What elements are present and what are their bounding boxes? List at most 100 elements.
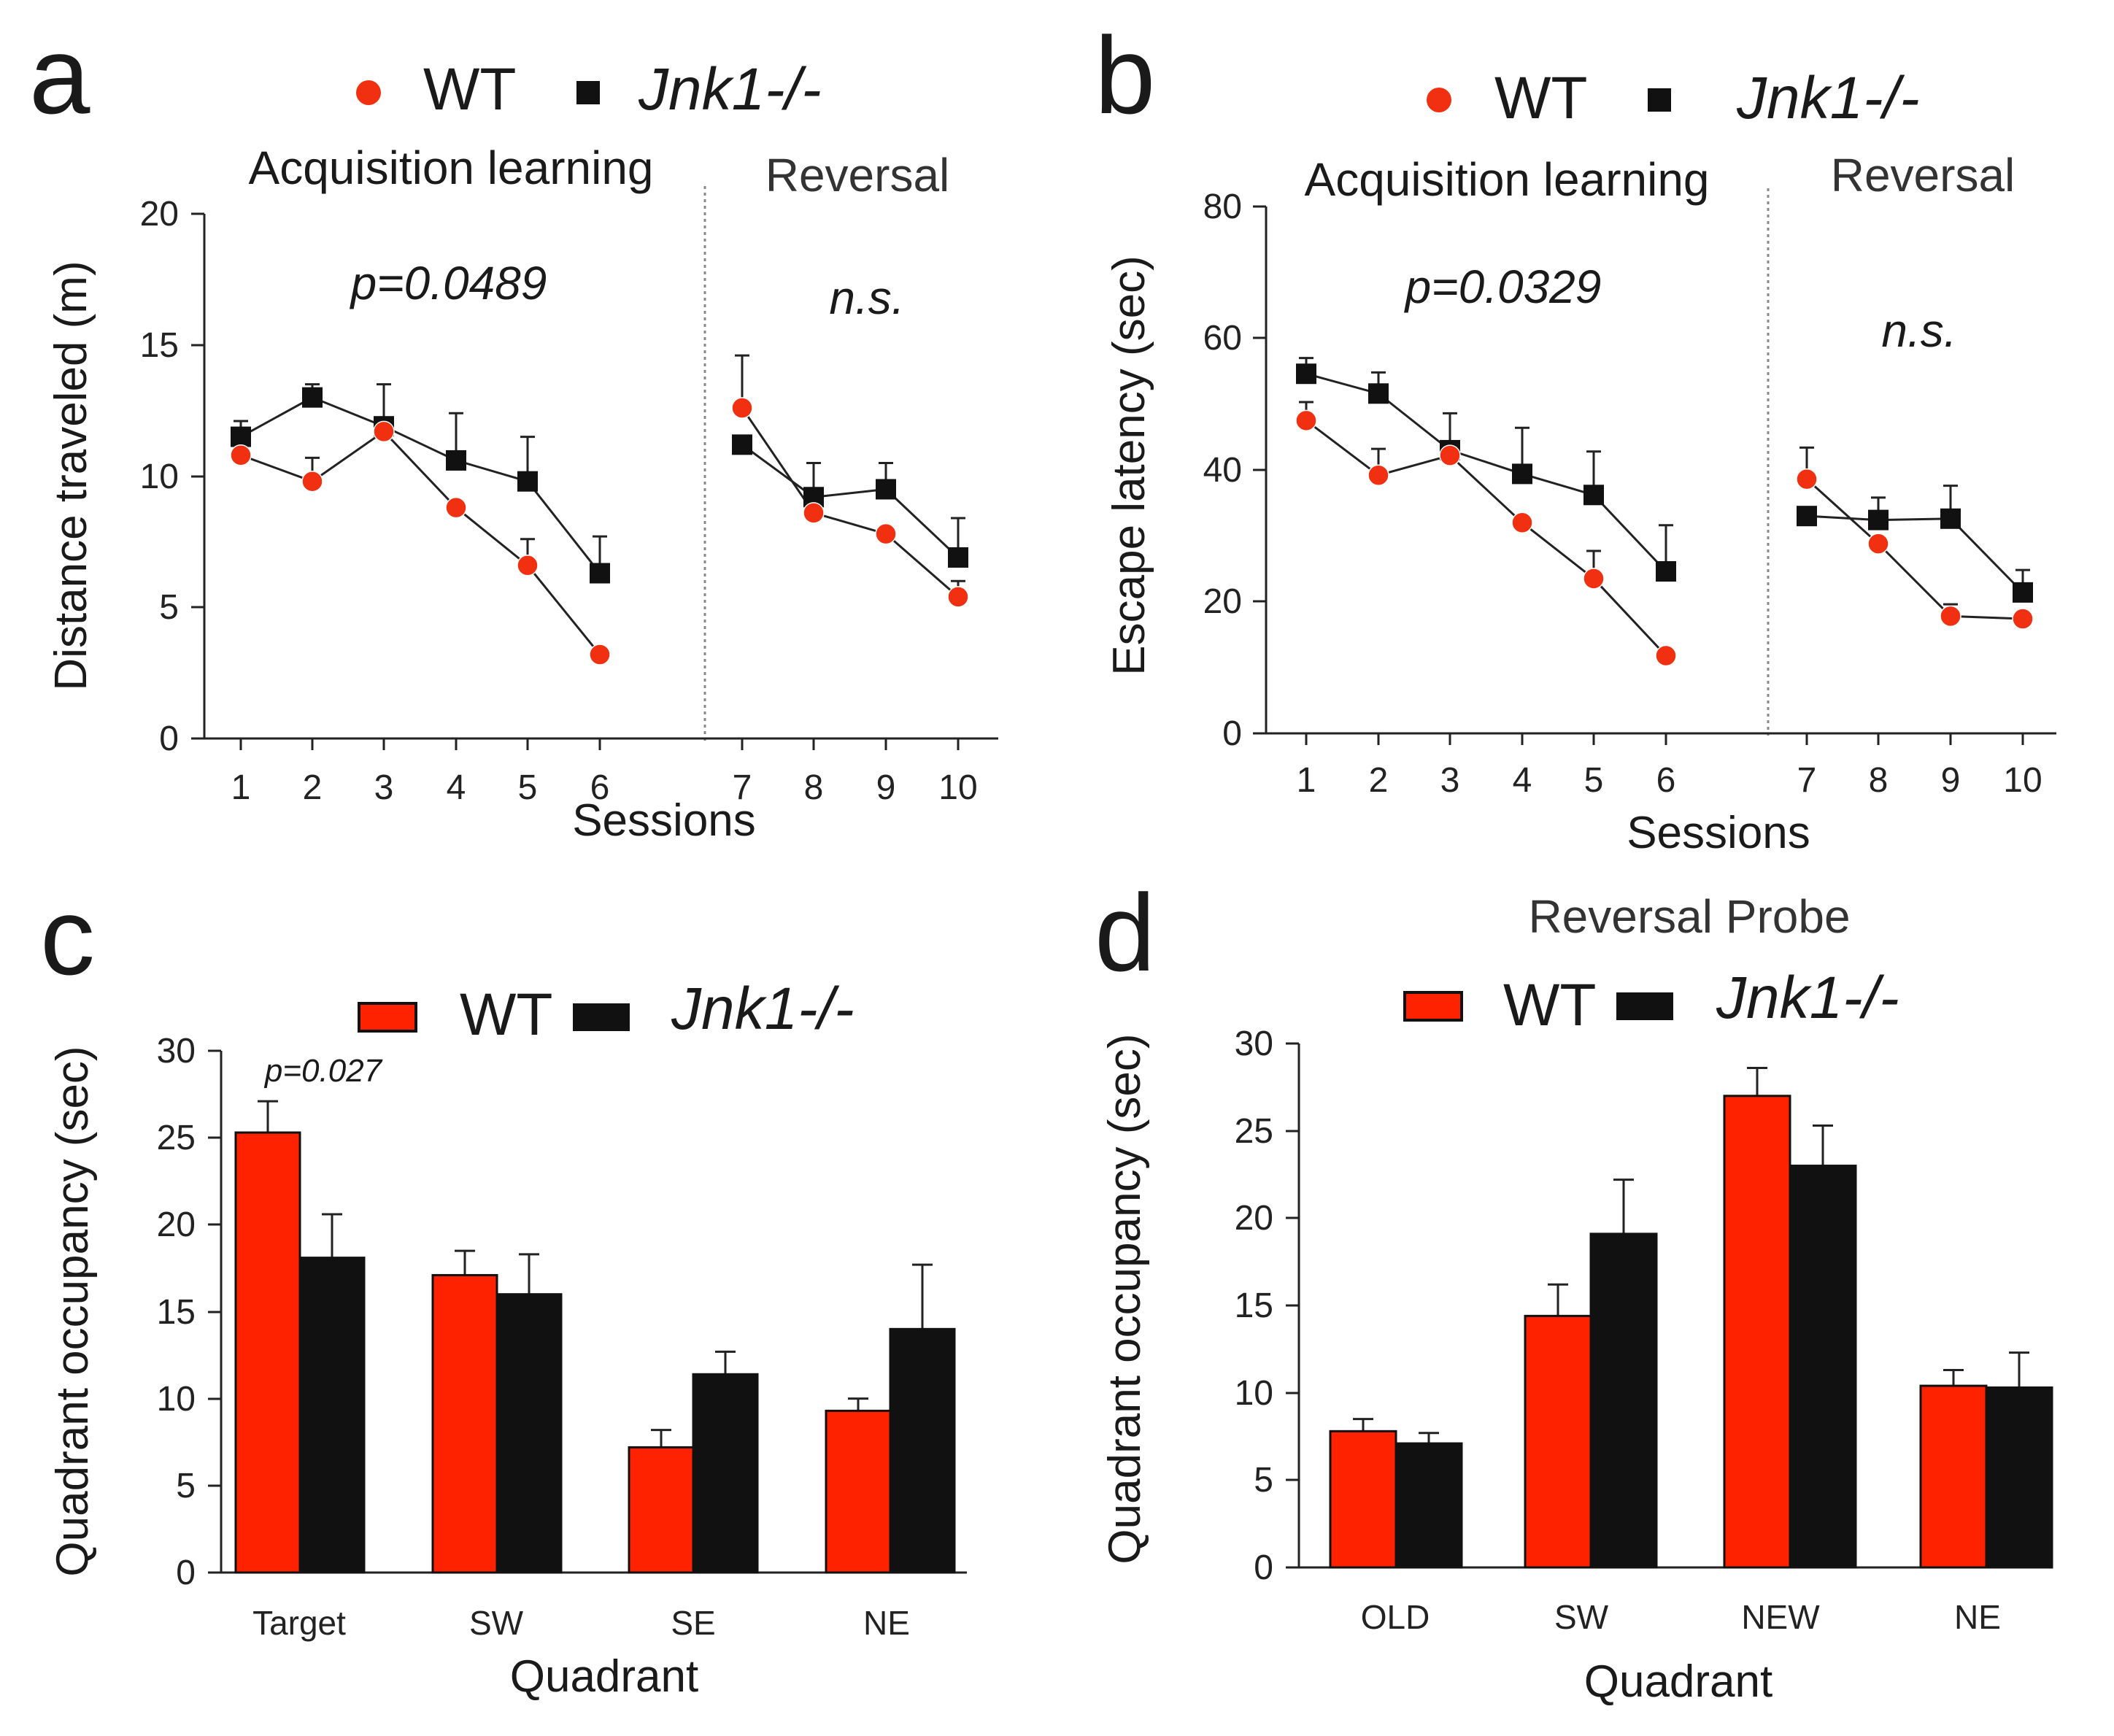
- y-tick-label: 5: [159, 588, 179, 627]
- legend-wt-swatch: [1403, 991, 1463, 1022]
- y-tick-label: 10: [140, 458, 179, 496]
- jnk-bar-target: [298, 1257, 366, 1574]
- y-tick-label: 30: [157, 1032, 196, 1070]
- stat-target: p=0.027: [263, 1053, 383, 1089]
- jnk-series-line: [1806, 514, 2024, 593]
- wt-bar-target: [234, 1131, 301, 1574]
- y-ticks: 0 5 10 15 20: [140, 195, 204, 758]
- jnk-bar-se: [692, 1373, 759, 1574]
- y-ticks: 0 5 10 15 20 25 30: [1235, 1025, 1299, 1587]
- section-title-acquisition: Acquisition learning: [249, 142, 654, 194]
- x-axis-label: Quadrant: [1584, 1656, 1773, 1707]
- wt-marker: [230, 444, 252, 466]
- stat-reversal: n.s.: [829, 271, 904, 324]
- jnk-marker: [876, 479, 896, 500]
- jnk-bar-ne: [889, 1327, 956, 1574]
- data-marks: [1329, 1067, 2053, 1569]
- x-tick-labels: Target SW SE NE: [252, 1604, 910, 1642]
- x-tick-label: 3: [1440, 761, 1460, 800]
- y-tick-label: 10: [1235, 1374, 1273, 1413]
- x-tick-label: 1: [1297, 761, 1316, 800]
- x-axis-label: Quadrant: [510, 1651, 699, 1702]
- y-tick-label: 20: [1203, 582, 1242, 621]
- legend-wt-label: WT: [460, 981, 552, 1048]
- x-tick-label: 6: [1656, 761, 1676, 800]
- x-tick-label: SE: [671, 1604, 715, 1642]
- legend-jnk-swatch: [573, 1003, 630, 1031]
- legend-jnk-label: Jnk1-/-: [638, 56, 822, 123]
- wt-marker: [875, 522, 897, 545]
- x-tick-label: 1: [231, 768, 251, 807]
- y-tick-label: 0: [1254, 1548, 1273, 1587]
- jnk-marker: [732, 434, 752, 455]
- panel-c: c WT Jnk1-/- p=0.027 0 5 10 15 20 25 30 …: [40, 875, 967, 1702]
- wt-bar-sw: [1524, 1314, 1592, 1569]
- jnk-marker: [231, 426, 251, 447]
- y-tick-label: 0: [1222, 714, 1242, 753]
- jnk-bar-sw: [495, 1293, 563, 1574]
- panel-a: a WT Jnk1-/- Acquisition learning Revers…: [29, 14, 998, 846]
- section-title-reversal: Reversal: [1831, 149, 2015, 201]
- wt-marker: [517, 554, 539, 576]
- x-ticks: 1 2 3 4 5 6 7 8 9 10: [1297, 733, 2042, 800]
- wt-marker: [1295, 409, 1317, 432]
- stat-acquisition: p=0.0329: [1404, 261, 1602, 313]
- x-tick-label: 10: [2003, 761, 2042, 800]
- panel-b: b WT Jnk1-/- Acquisition learning Revers…: [1095, 14, 2056, 858]
- stat-reversal: n.s.: [1881, 304, 1956, 357]
- x-tick-label: 4: [1513, 761, 1532, 800]
- x-tick-label: NE: [1954, 1598, 2001, 1636]
- wt-marker: [947, 586, 969, 608]
- x-tick-label: 7: [733, 768, 752, 807]
- x-tick-label: OLD: [1361, 1598, 1430, 1636]
- x-tick-label: 6: [590, 768, 610, 807]
- jnk-series-line: [741, 444, 960, 559]
- wt-bar-se: [628, 1446, 695, 1574]
- y-axis-label: Quadrant occupancy (sec): [1100, 1033, 1150, 1564]
- y-tick-label: 5: [1254, 1461, 1273, 1500]
- wt-marker: [1655, 644, 1677, 667]
- y-tick-label: 20: [1235, 1199, 1273, 1238]
- panel-letter: c: [40, 875, 95, 998]
- jnk-series-line: [240, 396, 601, 574]
- legend-wt-marker: [356, 80, 381, 105]
- stat-acquisition: p=0.0489: [350, 257, 547, 309]
- wt-marker: [1439, 444, 1461, 466]
- y-ticks: 0 20 40 60 80: [1203, 188, 1266, 753]
- y-tick-label: 25: [157, 1119, 196, 1157]
- wt-marker: [1796, 468, 1818, 490]
- y-ticks: 0 5 10 15 20 25 30: [157, 1032, 221, 1592]
- wt-bar-ne: [825, 1409, 892, 1574]
- jnk-marker: [517, 471, 538, 492]
- jnk-marker: [948, 547, 968, 568]
- y-tick-label: 15: [140, 326, 179, 365]
- legend-jnk-label: Jnk1-/-: [671, 976, 855, 1042]
- x-ticks: 1 2 3 4 5 6 7 8 9 10: [231, 738, 978, 807]
- legend-wt-marker: [1427, 88, 1451, 112]
- wt-bar-sw: [431, 1273, 498, 1574]
- wt-marker: [731, 397, 753, 419]
- data-marks: [234, 1100, 956, 1574]
- wt-marker: [803, 502, 825, 524]
- x-tick-label: SW: [469, 1604, 524, 1642]
- wt-series-line: [1805, 478, 2024, 620]
- panel-d: d Reversal Probe WT Jnk1-/- 0 5 10 15 20…: [1095, 871, 2053, 1707]
- jnk-marker: [1868, 509, 1889, 531]
- y-tick-label: 15: [157, 1293, 196, 1332]
- y-tick-label: 20: [140, 195, 179, 234]
- jnk-series-line: [1305, 372, 1667, 573]
- legend-wt-swatch: [358, 1002, 417, 1033]
- wt-series-line: [741, 407, 959, 598]
- y-axis-label: Quadrant occupancy (sec): [47, 1046, 98, 1576]
- legend-jnk-marker: [1648, 88, 1671, 112]
- y-tick-label: 0: [159, 720, 179, 758]
- wt-marker: [1367, 464, 1389, 486]
- x-tick-label: 10: [938, 768, 977, 807]
- section-title-acquisition: Acquisition learning: [1305, 153, 1710, 206]
- data-marks: [230, 354, 969, 666]
- x-tick-label: 4: [447, 768, 466, 807]
- wt-marker: [1867, 533, 1889, 555]
- x-axis-label: Sessions: [572, 795, 756, 846]
- y-tick-label: 30: [1235, 1025, 1273, 1063]
